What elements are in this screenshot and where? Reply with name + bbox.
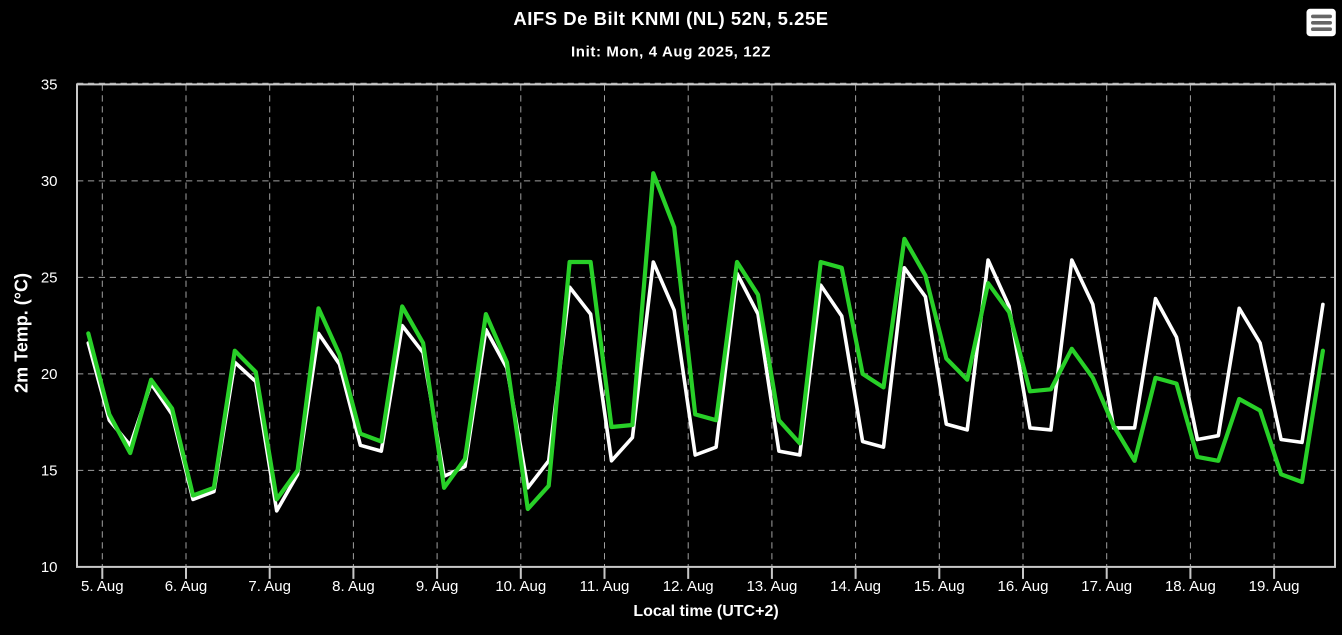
svg-text:12. Aug: 12. Aug xyxy=(663,578,714,595)
svg-text:10. Aug: 10. Aug xyxy=(495,578,546,595)
svg-text:25: 25 xyxy=(41,270,58,287)
svg-text:8. Aug: 8. Aug xyxy=(332,578,375,595)
svg-text:9. Aug: 9. Aug xyxy=(416,578,459,595)
svg-text:35: 35 xyxy=(41,77,58,94)
svg-text:10: 10 xyxy=(41,559,58,576)
svg-text:Local time (UTC+2): Local time (UTC+2) xyxy=(633,603,778,620)
svg-text:15: 15 xyxy=(41,463,58,480)
svg-text:13. Aug: 13. Aug xyxy=(746,578,797,595)
svg-text:18. Aug: 18. Aug xyxy=(1165,578,1216,595)
svg-text:Init: Mon, 4 Aug 2025, 12Z: Init: Mon, 4 Aug 2025, 12Z xyxy=(571,43,771,60)
svg-text:19. Aug: 19. Aug xyxy=(1249,578,1300,595)
svg-text:6. Aug: 6. Aug xyxy=(165,578,208,595)
svg-text:5. Aug: 5. Aug xyxy=(81,578,124,595)
svg-text:17. Aug: 17. Aug xyxy=(1081,578,1132,595)
svg-text:20: 20 xyxy=(41,366,58,383)
svg-text:11. Aug: 11. Aug xyxy=(580,578,630,595)
svg-text:7. Aug: 7. Aug xyxy=(248,578,291,595)
svg-text:2m Temp. (°C): 2m Temp. (°C) xyxy=(12,273,32,393)
svg-text:30: 30 xyxy=(41,173,58,190)
svg-text:16. Aug: 16. Aug xyxy=(998,578,1049,595)
svg-text:AIFS De Bilt KNMI (NL) 52N, 5.: AIFS De Bilt KNMI (NL) 52N, 5.25E xyxy=(513,8,828,29)
svg-text:15. Aug: 15. Aug xyxy=(914,578,965,595)
svg-text:14. Aug: 14. Aug xyxy=(830,578,881,595)
